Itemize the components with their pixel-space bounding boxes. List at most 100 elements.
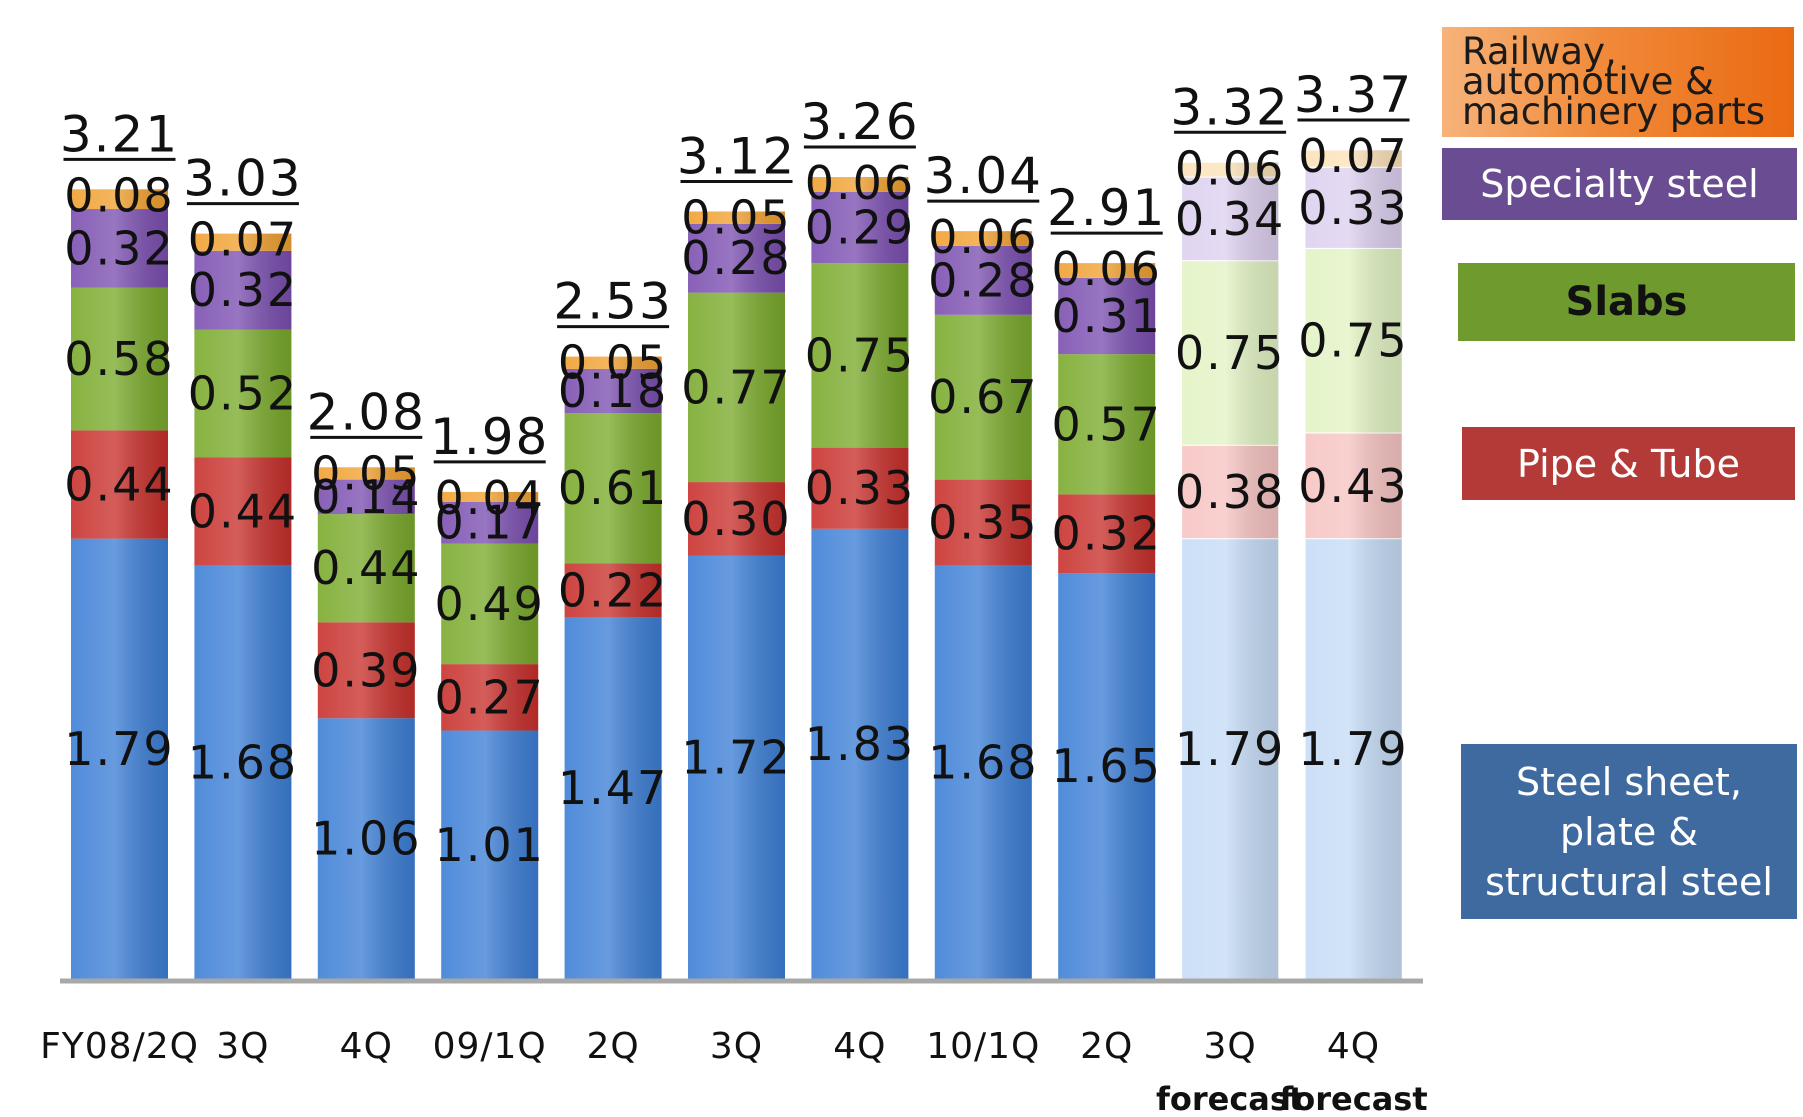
- bar-shade-slabs-8: [934, 314, 1032, 480]
- label-slabs-9: 0.57: [1051, 397, 1161, 451]
- legend-railway: Railway, automotive & machinery parts: [1442, 27, 1794, 137]
- x-tick-label-11: 4Q: [1327, 1026, 1380, 1067]
- legend-railway-line-3: machinery parts: [1462, 90, 1766, 133]
- label-total-1: 3.21: [60, 105, 179, 163]
- bar-shade-specialty-1: [71, 209, 168, 288]
- bar-shade-slabs-9: [1058, 354, 1156, 495]
- bar-shade-railway-2: [194, 233, 292, 251]
- label-slabs-1: 0.58: [64, 332, 174, 386]
- bar-shade-slabs-7: [811, 263, 909, 448]
- bar-shade-pipe-7: [811, 447, 909, 529]
- label-railway-5: 0.05: [558, 336, 668, 390]
- label-steel-1: 1.79: [64, 722, 174, 776]
- bar-shade-railway-6: [688, 211, 785, 224]
- x-tick-note-11: forecast: [1279, 1080, 1427, 1117]
- label-specialty-10: 0.34: [1175, 192, 1285, 246]
- bar-shade-steel-4: [441, 730, 539, 979]
- label-slabs-10: 0.75: [1175, 326, 1285, 380]
- bar-shade-specialty-4: [441, 501, 539, 544]
- x-tick-label-3: 4Q: [340, 1026, 393, 1067]
- legend-slabs-label: Slabs: [1565, 279, 1688, 325]
- label-pipe-8: 0.35: [928, 496, 1038, 550]
- x-tick-label-2: 3Q: [216, 1026, 269, 1067]
- bar-shade-pipe-9: [1058, 494, 1156, 574]
- bar-shade-railway-10: [1181, 162, 1279, 178]
- x-tick-label-5: 2Q: [586, 1026, 639, 1067]
- legend-pipe-tube: Pipe & Tube: [1462, 427, 1795, 500]
- label-steel-7: 1.83: [805, 717, 915, 771]
- label-steel-3: 1.06: [311, 812, 421, 866]
- bar-shade-specialty-10: [1181, 177, 1279, 261]
- label-steel-9: 1.65: [1051, 739, 1161, 793]
- label-slabs-7: 0.75: [805, 328, 915, 382]
- bar-shade-railway-8: [934, 231, 1032, 246]
- x-tick-note-10: forecast: [1156, 1080, 1304, 1117]
- label-specialty-7: 0.29: [805, 200, 915, 254]
- bar-shade-railway-5: [564, 356, 662, 369]
- bar-shade-steel-10: [1181, 538, 1279, 979]
- label-total-9: 2.91: [1047, 179, 1166, 237]
- label-total-4: 1.98: [430, 408, 549, 466]
- bar-shade-pipe-4: [441, 664, 539, 731]
- bar-shade-steel-6: [688, 555, 785, 979]
- label-specialty-5: 0.18: [558, 364, 668, 418]
- label-total-5: 2.53: [553, 273, 672, 331]
- bar-shade-railway-11: [1305, 149, 1402, 168]
- bar-shade-steel-3: [317, 718, 415, 979]
- label-specialty-9: 0.31: [1051, 289, 1161, 343]
- bar-shade-slabs-4: [441, 543, 539, 665]
- bar-shade-pipe-3: [317, 622, 415, 719]
- label-railway-7: 0.06: [805, 156, 915, 210]
- x-tick-label-1: FY08/2Q: [40, 1026, 199, 1067]
- bar-shade-specialty-2: [194, 250, 292, 330]
- bar-shade-slabs-1: [71, 287, 168, 431]
- bar-shade-specialty-9: [1058, 277, 1156, 355]
- label-steel-4: 1.01: [434, 818, 544, 872]
- label-specialty-3: 0.14: [311, 470, 421, 524]
- bar-shade-pipe-10: [1181, 445, 1279, 539]
- bar-shade-specialty-6: [688, 223, 785, 293]
- bar-shade-pipe-1: [71, 430, 168, 539]
- label-specialty-6: 0.28: [681, 231, 791, 285]
- label-specialty-1: 0.32: [64, 221, 174, 275]
- legend-steel-line-3: structural steel: [1485, 859, 1773, 904]
- bar-shade-steel-11: [1305, 538, 1402, 979]
- bar-shade-specialty-11: [1305, 167, 1402, 249]
- legend-specialty-steel: Specialty steel: [1442, 148, 1797, 220]
- label-total-3: 2.08: [307, 383, 426, 441]
- bar-shade-slabs-11: [1305, 248, 1402, 433]
- label-slabs-8: 0.67: [928, 370, 1038, 424]
- x-tick-label-8: 10/1Q: [926, 1026, 1040, 1067]
- label-railway-4: 0.04: [434, 471, 544, 525]
- label-total-8: 3.04: [924, 147, 1043, 205]
- bar-shade-slabs-3: [317, 514, 415, 623]
- x-axis-labels: FY08/2Q 3Q 4Q 09/1Q 2Q 3Q 4Q 10/1Q 2Q 3Q forecast 4…: [40, 1026, 1428, 1117]
- bar-shade-slabs-2: [194, 329, 292, 458]
- x-tick-label-4: 09/1Q: [433, 1026, 547, 1067]
- bar-shade-steel-8: [934, 565, 1032, 979]
- label-slabs-11: 0.75: [1298, 314, 1408, 368]
- label-steel-11: 1.79: [1298, 722, 1408, 776]
- label-pipe-2: 0.44: [188, 485, 298, 539]
- label-pipe-5: 0.22: [558, 563, 668, 617]
- label-railway-10: 0.06: [1175, 141, 1285, 195]
- bar-shade-steel-7: [811, 528, 909, 979]
- bar-shade-specialty-7: [811, 191, 909, 264]
- bar-shade-steel-9: [1058, 573, 1156, 979]
- label-railway-11: 0.07: [1298, 129, 1408, 183]
- label-steel-8: 1.68: [928, 735, 1038, 789]
- bar-shade-railway-1: [71, 189, 168, 210]
- label-slabs-2: 0.52: [188, 367, 298, 421]
- legend-slabs: Slabs: [1458, 263, 1795, 341]
- label-pipe-9: 0.32: [1051, 507, 1161, 561]
- x-tick-label-10: 3Q: [1203, 1026, 1256, 1067]
- x-tick-label-6: 3Q: [710, 1026, 763, 1067]
- label-railway-1: 0.08: [64, 168, 174, 222]
- legend-railway-line-2: automotive &: [1462, 60, 1715, 103]
- label-pipe-6: 0.30: [681, 492, 791, 546]
- bar-shade-railway-3: [317, 467, 415, 480]
- label-specialty-4: 0.17: [434, 496, 544, 550]
- label-total-7: 3.26: [800, 93, 919, 151]
- label-total-11: 3.37: [1294, 66, 1413, 124]
